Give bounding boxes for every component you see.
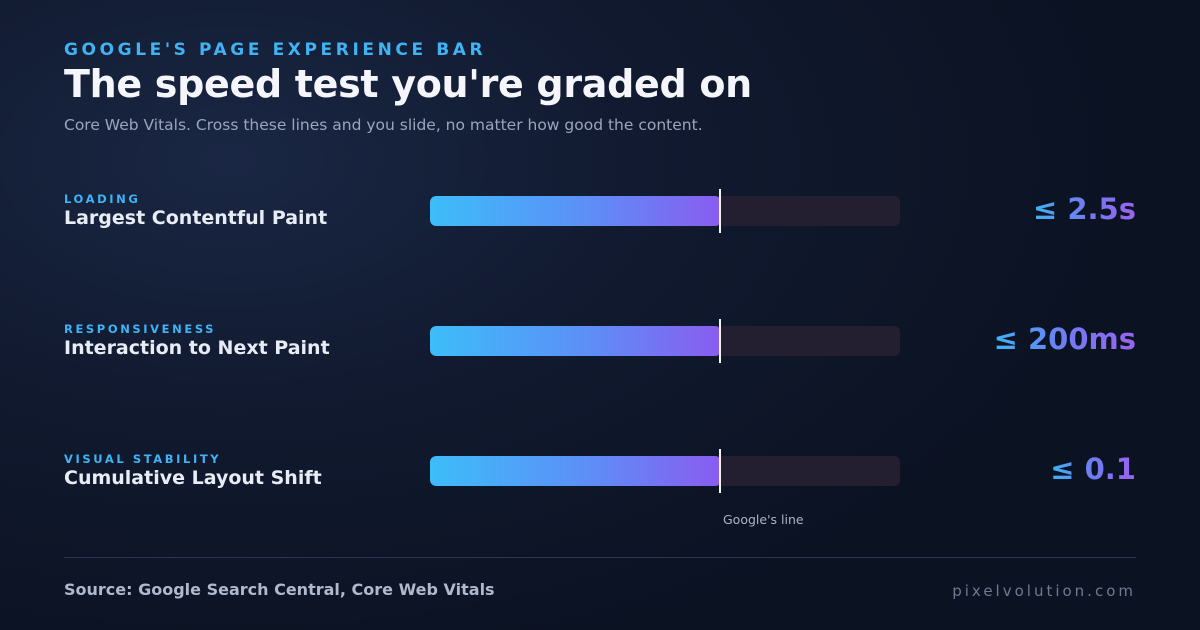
metric-bar-fill: [430, 456, 722, 486]
metric-threshold: ≤ 0.1: [1050, 452, 1136, 486]
metric-category: LOADING: [64, 192, 141, 206]
metric-row-lcp: LOADING Largest Contentful Paint ≤ 2.5s: [0, 189, 1200, 252]
threshold-marker-line: [719, 319, 721, 363]
metric-name: Largest Contentful Paint: [64, 207, 328, 229]
metric-threshold: ≤ 200ms: [993, 322, 1136, 356]
metric-bar-track: [430, 326, 900, 356]
marker-label: Google's line: [723, 512, 804, 527]
metric-name: Interaction to Next Paint: [64, 337, 330, 359]
source-citation: Source: Google Search Central, Core Web …: [64, 580, 495, 599]
metric-bar-track: [430, 196, 900, 226]
metric-name: Cumulative Layout Shift: [64, 467, 322, 489]
brand-url: pixelvolution.com: [952, 582, 1136, 600]
threshold-marker-line: [719, 189, 721, 233]
footer-divider: [64, 557, 1136, 558]
metric-row-inp: RESPONSIVENESS Interaction to Next Paint…: [0, 319, 1200, 382]
eyebrow-label: GOOGLE'S PAGE EXPERIENCE BAR: [64, 40, 487, 60]
metric-bar-fill: [430, 196, 722, 226]
threshold-marker-line: [719, 449, 721, 493]
metric-row-cls: VISUAL STABILITY Cumulative Layout Shift…: [0, 449, 1200, 512]
page-subtitle: Core Web Vitals. Cross these lines and y…: [64, 116, 703, 134]
page-title: The speed test you're graded on: [64, 62, 752, 106]
metric-threshold: ≤ 2.5s: [1032, 192, 1136, 226]
metric-category: VISUAL STABILITY: [64, 452, 222, 466]
metric-bar-track: [430, 456, 900, 486]
metric-bar-fill: [430, 326, 722, 356]
metric-category: RESPONSIVENESS: [64, 322, 217, 336]
